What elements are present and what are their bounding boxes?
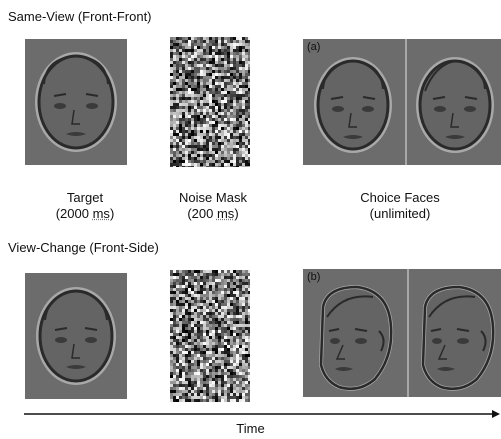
choice-panel-label-b: (b) [307,271,321,283]
noise-mask-caption: Noise Mask (200 ms) [168,190,258,222]
target-face-panel-front-2 [25,273,127,399]
target-caption-line1: Target [66,190,104,205]
time-axis-label: Time [236,421,265,436]
target-caption-line2: (2000 ms) [55,206,115,221]
noise-mask-panel-2 [170,270,250,402]
choice-panel-label-a: (a) [307,41,321,53]
time-arrow [24,410,500,418]
choice-faces-image-b [303,269,501,397]
choice-faces-panel-a: (a) [303,39,501,165]
target-face-panel-front [25,39,127,165]
noise-mask-caption-line1: Noise Mask [179,190,247,205]
target-caption: Target (2000 ms) [40,190,130,222]
front-face-image-2 [25,273,127,399]
front-face-image [25,39,127,165]
noise-mask-image [170,37,250,167]
noise-mask-caption-line2: (200 ms) [187,206,239,221]
choice-faces-panel-b: (b) [303,269,501,397]
row-title-view-change: View-Change (Front-Side) [8,240,159,255]
choice-faces-image-a [303,39,501,165]
choice-faces-caption-line1: Choice Faces [360,190,440,205]
noise-mask-image-2 [170,270,250,402]
choice-faces-caption: Choice Faces (unlimited) [345,190,455,222]
choice-faces-caption-line2: (unlimited) [369,206,431,221]
row-title-same-view: Same-View (Front-Front) [8,9,152,24]
noise-mask-panel [170,37,250,167]
